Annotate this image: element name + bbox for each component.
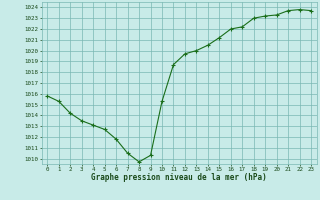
X-axis label: Graphe pression niveau de la mer (hPa): Graphe pression niveau de la mer (hPa): [91, 173, 267, 182]
